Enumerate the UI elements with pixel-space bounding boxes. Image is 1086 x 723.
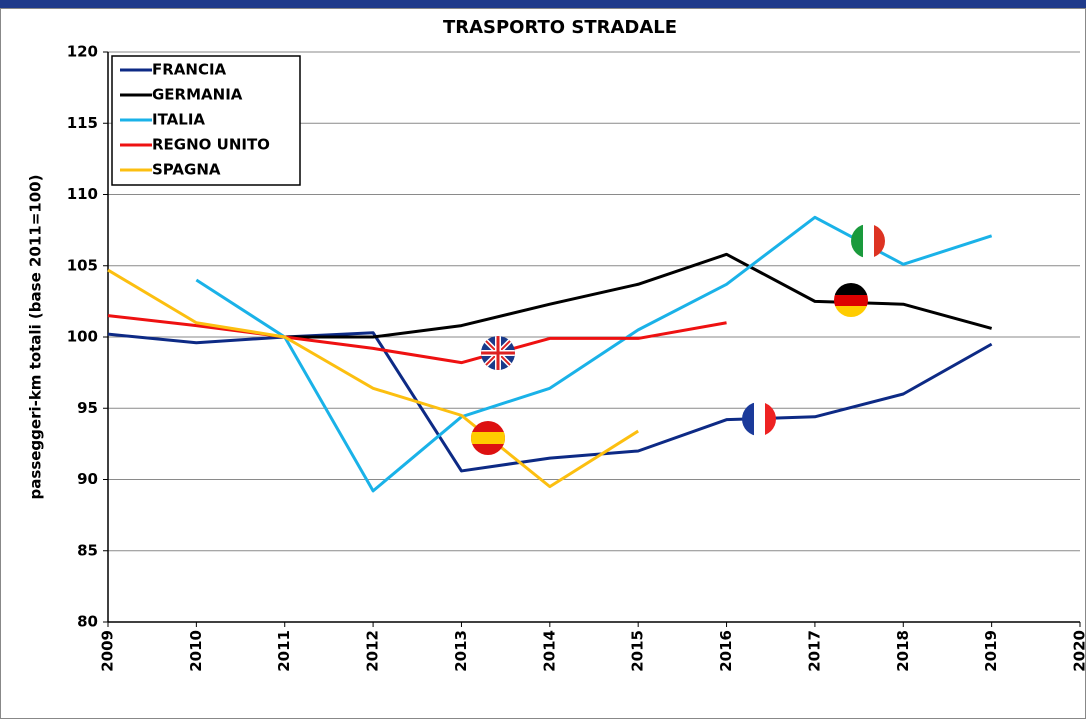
flags: [471, 224, 885, 455]
x-tick-label: 2009: [99, 630, 117, 672]
y-axis-label: passeggeri-km totali (base 2011=100): [27, 175, 45, 500]
flag-uk: [481, 336, 515, 370]
y-tick-label: 120: [67, 43, 98, 61]
top-bar: [0, 0, 1086, 8]
y-tick-label: 115: [67, 114, 98, 132]
x-tick-label: 2018: [894, 630, 912, 672]
flag-france: [742, 402, 776, 436]
legend-label: REGNO UNITO: [152, 136, 270, 154]
legend-label: SPAGNA: [152, 161, 221, 179]
x-tick-label: 2017: [805, 630, 823, 672]
x-tick-label: 2016: [717, 630, 735, 672]
legend-label: GERMANIA: [152, 86, 243, 104]
flag-spain: [471, 421, 505, 455]
series-line: [285, 254, 992, 337]
x-tick-label: 2015: [629, 630, 647, 672]
series-line: [108, 333, 992, 471]
flag-germany: [834, 283, 868, 317]
x-tick-label: 2012: [364, 630, 382, 672]
y-tick-label: 95: [77, 399, 98, 417]
legend-label: FRANCIA: [152, 61, 227, 79]
x-tick-label: 2020: [1071, 630, 1086, 672]
y-tick-label: 85: [77, 541, 98, 559]
x-tick-label: 2019: [982, 630, 1000, 672]
y-tick-label: 90: [77, 470, 98, 488]
flag-italy: [851, 224, 885, 258]
x-tick-label: 2010: [187, 630, 205, 672]
y-tick-label: 110: [67, 185, 98, 203]
chart-title: TRASPORTO STRADALE: [443, 17, 677, 38]
x-tick-label: 2013: [452, 630, 470, 672]
legend-label: ITALIA: [152, 111, 205, 129]
x-tick-label: 2014: [540, 630, 558, 672]
y-tick-label: 100: [67, 328, 98, 346]
x-tick-label: 2011: [275, 630, 293, 672]
y-tick-label: 105: [67, 256, 98, 274]
y-tick-label: 80: [77, 613, 98, 631]
